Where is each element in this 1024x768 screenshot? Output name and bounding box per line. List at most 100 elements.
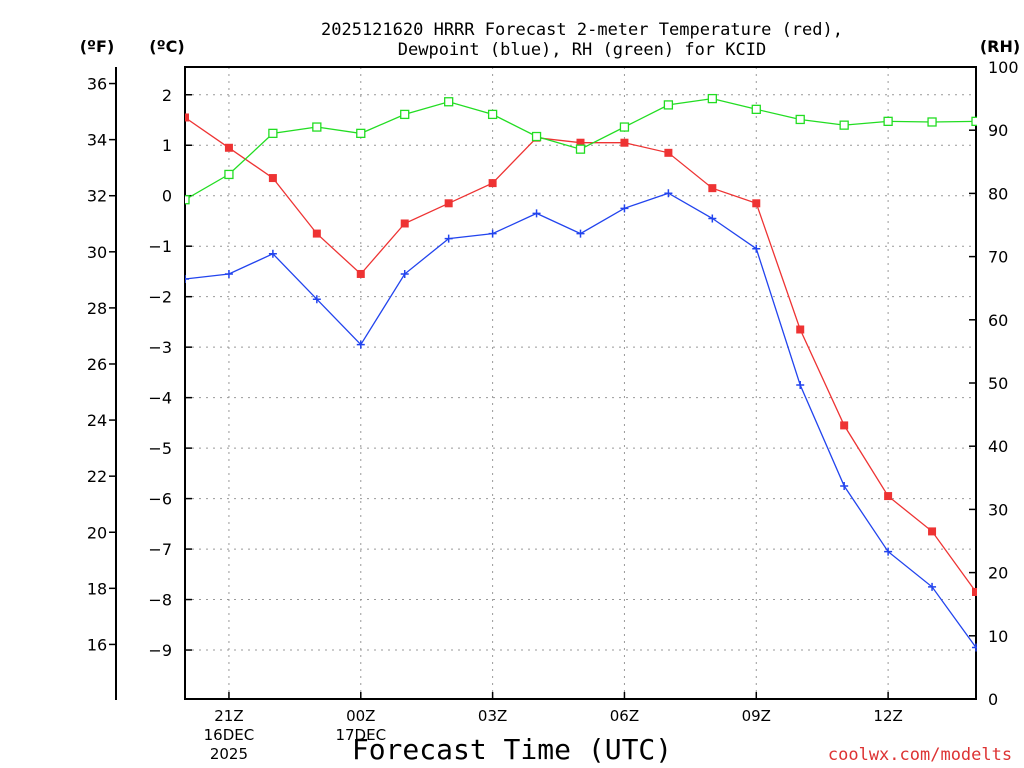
fahrenheit-tick-label: 30 — [87, 243, 107, 262]
x-tick-label: 2025 — [210, 745, 248, 763]
temperature-point — [576, 138, 585, 147]
dewpoint-point — [488, 229, 497, 238]
fahrenheit-tick-label: 26 — [87, 355, 107, 374]
dewpoint-point — [356, 340, 365, 349]
temperature-point — [796, 325, 805, 334]
fahrenheit-tick-label: 24 — [87, 411, 107, 430]
x-tick-label: 17DEC — [335, 726, 386, 744]
celsius-tick-label: −2 — [148, 288, 172, 307]
dewpoint-point — [884, 547, 893, 556]
celsius-tick-label: −9 — [148, 641, 172, 660]
celsius-tick-label: −4 — [148, 389, 172, 408]
rh-point — [400, 109, 410, 120]
x-tick-label: 03Z — [478, 707, 507, 725]
fahrenheit-tick-label: 20 — [87, 523, 107, 542]
plot-frame — [184, 66, 977, 700]
dewpoint-point — [224, 269, 233, 278]
dewpoint-point — [972, 643, 977, 652]
dewpoint-point — [664, 189, 673, 198]
dewpoint-point — [444, 234, 453, 243]
rh-tick-label: 20 — [988, 564, 1008, 583]
rh-point — [971, 116, 977, 127]
x-tick-label: 16DEC — [204, 726, 255, 744]
temperature-point — [928, 527, 937, 536]
dewpoint-point — [708, 214, 717, 223]
celsius-tick-label: 0 — [162, 187, 172, 206]
rh-tick-label: 50 — [988, 374, 1008, 393]
rh-point — [312, 122, 322, 132]
celsius-tick-label: −3 — [148, 338, 172, 357]
fahrenheit-unit-label: (ºF) — [80, 37, 115, 56]
series-line-dewpoint — [185, 192, 977, 648]
rh-point — [575, 144, 586, 154]
rh-tick-label: 90 — [988, 121, 1008, 140]
rh-point — [751, 104, 761, 114]
rh-point — [531, 131, 542, 142]
rh-point — [883, 116, 893, 127]
celsius-tick-label: −7 — [148, 540, 172, 559]
dewpoint-point — [840, 481, 849, 490]
chart-title-line2: Dewpoint (blue), RH (green) for KCID — [398, 40, 766, 60]
x-tick-label: 12Z — [873, 707, 902, 725]
rh-point — [839, 120, 849, 130]
rh-tick-label: 70 — [988, 248, 1008, 267]
rh-point — [185, 195, 190, 205]
fahrenheit-tick-label: 36 — [87, 75, 107, 94]
fahrenheit-tick-label: 16 — [87, 635, 107, 654]
credit-text: coolwx.com/modelts — [828, 745, 1012, 765]
rh-tick-label: 60 — [988, 311, 1008, 330]
celsius-tick-label: −8 — [148, 591, 172, 610]
x-axis-title: Forecast Time (UTC) — [352, 733, 672, 766]
temperature-point — [752, 199, 761, 208]
temperature-point — [620, 138, 629, 147]
dewpoint-point — [268, 249, 277, 258]
rh-tick-label: 10 — [988, 627, 1008, 646]
dewpoint-point — [752, 244, 761, 253]
celsius-tick-label: −5 — [148, 439, 172, 458]
dewpoint-point — [620, 204, 629, 213]
temperature-point — [400, 219, 409, 228]
rh-point — [444, 97, 454, 107]
temperature-point — [356, 269, 365, 278]
rh-point — [663, 100, 674, 110]
temperature-point — [840, 421, 849, 430]
rh-point — [795, 114, 805, 125]
fahrenheit-tick-label: 22 — [87, 467, 107, 486]
fahrenheit-tick-label: 34 — [87, 131, 107, 150]
series-dewpoint — [185, 189, 977, 652]
rh-tick-label: 100 — [988, 58, 1019, 77]
temperature-point — [444, 199, 453, 208]
x-tick-label: 00Z — [346, 707, 375, 725]
rh-point — [356, 128, 366, 139]
rh-point — [487, 109, 498, 120]
dewpoint-point — [532, 209, 541, 218]
fahrenheit-tick-label: 32 — [87, 187, 107, 206]
dewpoint-point — [576, 229, 585, 238]
celsius-tick-label: −6 — [148, 490, 172, 509]
rh-unit-label: (RH) — [980, 37, 1020, 56]
dewpoint-point — [185, 275, 189, 284]
celsius-unit-label: (ºC) — [149, 37, 184, 56]
temperature-point — [664, 148, 673, 157]
dewpoint-point — [796, 381, 805, 390]
series — [185, 93, 977, 652]
rh-point — [707, 93, 717, 104]
temperature-point — [185, 113, 189, 122]
rh-point — [268, 128, 278, 139]
celsius-tick-label: 2 — [162, 86, 172, 105]
fahrenheit-tick-label: 28 — [87, 299, 107, 318]
temperature-point — [708, 184, 717, 193]
fahrenheit-tick-label: 18 — [87, 579, 107, 598]
chart-title-line1: 2025121620 HRRR Forecast 2-meter Tempera… — [321, 20, 843, 40]
x-tick-label: 21Z — [214, 707, 243, 725]
rh-tick-label: 40 — [988, 437, 1008, 456]
dewpoint-point — [400, 269, 409, 278]
temperature-point — [972, 587, 977, 596]
rh-tick-label: 30 — [988, 500, 1008, 519]
series-line-temperature — [185, 116, 977, 593]
x-tick-label: 09Z — [742, 707, 771, 725]
rh-point — [224, 169, 234, 180]
rh-point — [927, 117, 937, 127]
dewpoint-point — [928, 582, 937, 591]
temperature-point — [488, 179, 497, 188]
